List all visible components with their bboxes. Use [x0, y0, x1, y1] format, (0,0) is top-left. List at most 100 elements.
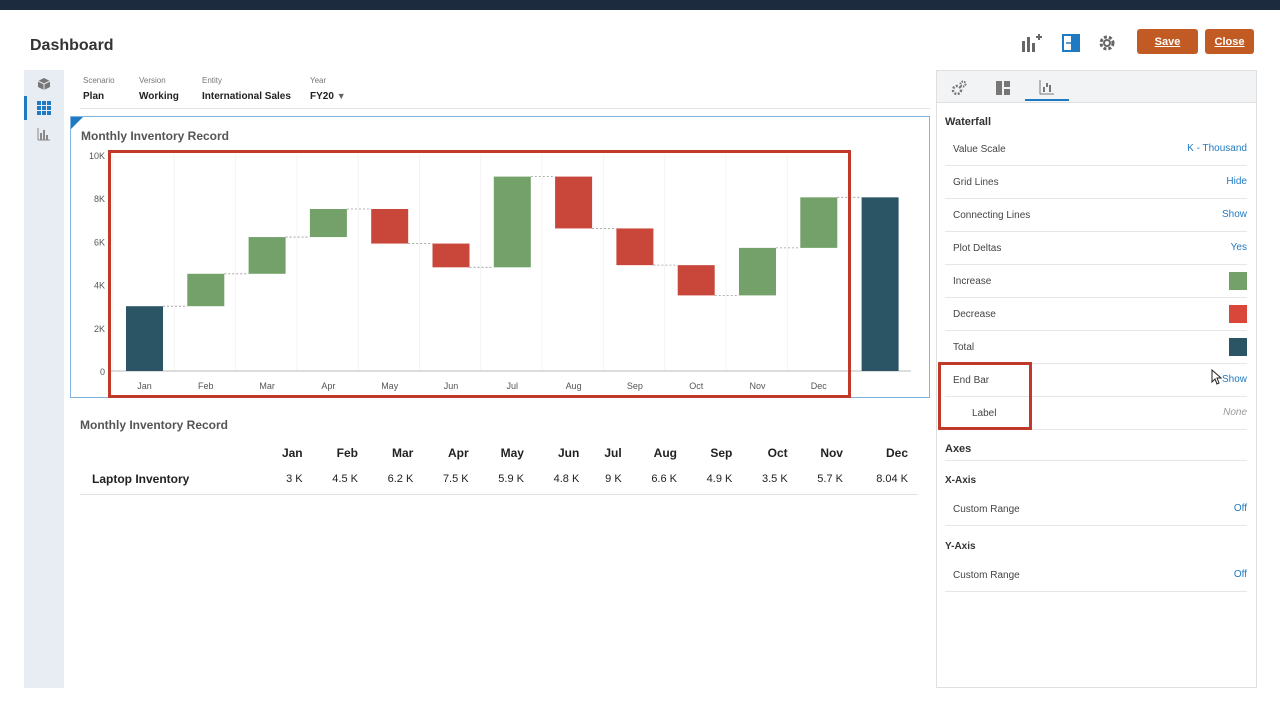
table-cell[interactable]: 4.8 K	[533, 464, 590, 495]
table-cell[interactable]: 7.5 K	[423, 464, 479, 495]
prop-end-bar: End Bar Show	[945, 364, 1247, 397]
prop-x-custom-range: Custom Range Off	[945, 493, 1247, 526]
y-tick-label: 10K	[89, 151, 105, 161]
pov-label: Scenario	[83, 76, 115, 85]
row-header[interactable]: Laptop Inventory	[80, 464, 266, 495]
column-header[interactable]: Sep	[710, 446, 733, 460]
grid-lines-toggle[interactable]: Hide	[1226, 176, 1247, 187]
bar-jun	[432, 243, 470, 268]
table-cell[interactable]: 9 K	[589, 464, 632, 495]
table-cell[interactable]: 8.04 K	[852, 464, 918, 495]
y-tick-label: 6K	[94, 237, 105, 247]
bar-aug	[555, 176, 593, 229]
pov-value: FY20 ▼	[310, 91, 346, 102]
value-scale-selector[interactable]: K - Thousand	[1187, 143, 1247, 154]
table-cell[interactable]: 3 K	[265, 464, 313, 495]
column-header[interactable]: Mar	[391, 446, 414, 460]
waterfall-chart: 0 2K 4K 6K 8K 10K Jan Feb Mar Apr May Jun Jul Aug Sep O…	[89, 151, 911, 391]
add-chart-icon[interactable]	[1019, 31, 1043, 55]
bar-dec	[800, 197, 838, 248]
prop-label: End Bar	[953, 375, 990, 386]
column-header[interactable]: Jun	[557, 446, 580, 460]
cube-icon[interactable]	[34, 74, 54, 94]
prop-label-setting: Label None	[945, 397, 1247, 430]
bar-may	[371, 209, 409, 244]
prop-y-custom-range: Custom Range Off	[945, 559, 1247, 592]
prop-label: Total	[953, 342, 975, 353]
x-tick-label: May	[381, 381, 399, 391]
bar-apr	[309, 209, 347, 238]
table-cell[interactable]: 3.5 K	[742, 464, 798, 495]
pov-label: Entity	[202, 76, 223, 85]
chart-card[interactable]: Monthly Inventory Record 0 2K 4K 6K 8K 10K Jan…	[70, 116, 930, 398]
prop-increase: Increase	[945, 265, 1247, 298]
table-cell[interactable]: 5.7 K	[797, 464, 853, 495]
column-header[interactable]: Aug	[653, 446, 677, 460]
column-header[interactable]: Jul	[604, 446, 622, 460]
prop-connecting-lines: Connecting Lines Show	[945, 199, 1247, 232]
prop-label: Decrease	[953, 309, 996, 320]
table-cell[interactable]: 4.9 K	[687, 464, 743, 495]
pov-year[interactable]: Year FY20 ▼	[310, 76, 346, 102]
column-header[interactable]: Oct	[767, 446, 788, 460]
main-content: Scenario Plan Version Working Entity Int…	[64, 70, 936, 688]
chevron-down-icon[interactable]: ▼	[336, 91, 346, 101]
gears-icon[interactable]	[937, 75, 981, 101]
gear-icon[interactable]	[1095, 31, 1119, 55]
y-tick-label: 4K	[94, 281, 105, 291]
end-total-bar	[861, 197, 899, 371]
column-header[interactable]: Feb	[336, 446, 358, 460]
bar-sep	[616, 228, 654, 266]
table-cell[interactable]: 4.5 K	[312, 464, 368, 495]
x-tick-label: Apr	[321, 381, 335, 391]
grid-icon[interactable]	[34, 98, 54, 118]
y-custom-range-toggle[interactable]: Off	[1233, 569, 1247, 580]
prop-plot-deltas: Plot Deltas Yes	[945, 232, 1247, 265]
column-header[interactable]: May	[500, 446, 524, 460]
layout-icon[interactable]	[981, 75, 1025, 101]
label-selector[interactable]: None	[1223, 407, 1247, 418]
fit-width-icon[interactable]	[1059, 31, 1083, 55]
pov-version[interactable]: Version Working	[139, 76, 179, 102]
x-tick-label: Nov	[749, 381, 766, 391]
x-tick-label: Oct	[689, 381, 704, 391]
decrease-color-swatch[interactable]	[1229, 305, 1247, 323]
bar-chart-icon[interactable]	[34, 124, 54, 144]
prop-decrease: Decrease	[945, 298, 1247, 331]
properties-panel: Waterfall Value Scale K - Thousand Grid …	[936, 70, 1257, 688]
pov-entity[interactable]: Entity International Sales	[202, 76, 291, 102]
x-custom-range-toggle[interactable]: Off	[1233, 503, 1247, 514]
table-cell[interactable]: 5.9 K	[478, 464, 534, 495]
x-tick-label: Jun	[444, 381, 459, 391]
chart-properties-icon[interactable]	[1025, 75, 1069, 101]
pov-label: Year	[310, 76, 327, 85]
connecting-lines-toggle[interactable]: Show	[1221, 209, 1247, 220]
bar-jan	[126, 306, 163, 371]
plot-deltas-toggle[interactable]: Yes	[1230, 242, 1247, 253]
column-header[interactable]: Dec	[885, 446, 908, 460]
rail-active-indicator	[24, 96, 27, 120]
table-cell[interactable]: 6.6 K	[631, 464, 687, 495]
table-cell[interactable]: 6.2 K	[367, 464, 424, 495]
column-header[interactable]: Apr	[447, 446, 469, 460]
column-header[interactable]: Nov	[820, 446, 843, 460]
x-tick-label: Feb	[198, 381, 214, 391]
bar-feb	[187, 273, 225, 307]
prop-label: Grid Lines	[953, 177, 999, 188]
data-grid: Jan Feb Mar Apr May Jun Jul Aug Sep Oct Nov Dec Lap…	[80, 442, 918, 495]
pov-label: Version	[139, 76, 166, 85]
x-tick-label: Sep	[627, 381, 643, 391]
save-button[interactable]: Save	[1137, 29, 1198, 54]
prop-label: Label	[972, 408, 997, 419]
panel-tabs	[937, 71, 1256, 103]
end-bar-toggle[interactable]: Show	[1221, 374, 1247, 385]
waterfall-section-title: Waterfall	[945, 116, 992, 128]
pov-scenario[interactable]: Scenario Plan	[83, 76, 115, 102]
increase-color-swatch[interactable]	[1229, 272, 1247, 290]
close-button[interactable]: Close	[1205, 29, 1254, 54]
total-color-swatch[interactable]	[1229, 338, 1247, 356]
chart-highlight-box	[108, 150, 851, 398]
bar-oct	[677, 265, 715, 296]
column-header[interactable]: Jan	[281, 446, 303, 460]
